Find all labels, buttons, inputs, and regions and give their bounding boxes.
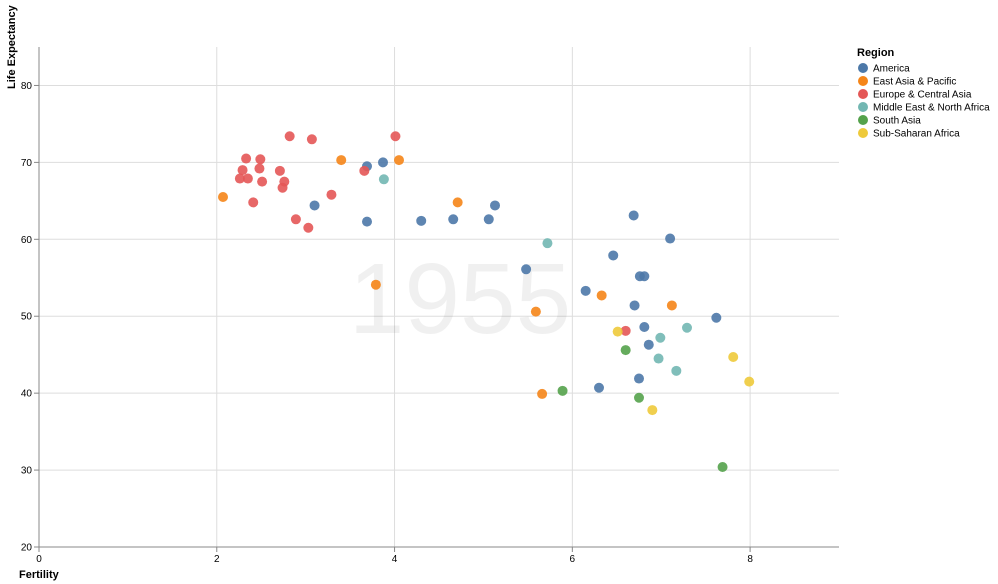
year-watermark: 1955 [349, 243, 571, 355]
legend-symbol [858, 63, 868, 73]
x-axis-title: Fertility [19, 569, 60, 581]
legend-label: Europe & Central Asia [873, 90, 972, 101]
data-point [629, 300, 640, 311]
legend-label: America [873, 64, 910, 75]
data-point [711, 312, 722, 323]
data-point [647, 405, 658, 416]
data-point [390, 131, 401, 142]
data-point [284, 131, 295, 142]
data-point [521, 264, 532, 275]
legend-symbol [858, 76, 868, 86]
data-point [303, 222, 314, 233]
data-point [557, 385, 568, 396]
legend-symbol [858, 115, 868, 125]
data-point [378, 157, 388, 168]
data-point [242, 173, 253, 184]
y-tick-label: 30 [21, 466, 33, 477]
data-point [326, 189, 337, 200]
data-point [378, 174, 389, 185]
data-points [218, 131, 755, 472]
data-point [277, 182, 288, 193]
data-point [728, 352, 739, 362]
data-point [248, 197, 259, 208]
data-point [255, 154, 266, 165]
data-point [359, 165, 370, 176]
data-point [537, 388, 548, 399]
y-tick-label: 20 [21, 543, 33, 554]
legend-symbol [858, 102, 868, 112]
x-tick-label: 0 [36, 554, 42, 565]
data-point [717, 462, 728, 472]
data-point [744, 376, 755, 387]
data-point [628, 210, 639, 221]
data-point [309, 200, 320, 211]
data-point [580, 285, 591, 296]
data-point [639, 322, 650, 332]
legend-label: Sub-Saharan Africa [873, 129, 960, 140]
data-point [448, 214, 459, 225]
data-point [666, 300, 677, 311]
y-tick-label: 50 [21, 312, 33, 323]
axes: 0 2 4 6 8 20 30 40 50 60 70 80 [21, 47, 839, 565]
legend-label: South Asia [873, 116, 921, 127]
data-point [682, 322, 692, 333]
legend-label: East Asia & Pacific [873, 77, 956, 88]
data-point [306, 134, 317, 145]
data-point [655, 332, 666, 343]
x-tick-label: 2 [214, 554, 220, 565]
data-point [452, 197, 463, 208]
data-point [530, 306, 541, 317]
data-point [257, 176, 268, 187]
data-point [620, 345, 631, 356]
data-point [241, 153, 252, 164]
data-point [274, 165, 285, 176]
data-point [634, 373, 644, 384]
y-tick-label: 60 [21, 235, 33, 246]
data-point [336, 155, 347, 166]
y-tick-label: 40 [21, 389, 33, 400]
y-tick-label: 80 [21, 81, 33, 92]
data-point [237, 165, 248, 176]
data-point [639, 271, 650, 282]
legend: Region America East Asia & Pacific Europe … [857, 47, 990, 140]
legend-symbol [858, 128, 868, 138]
data-point [416, 215, 427, 226]
data-point [218, 192, 228, 202]
legend-title: Region [857, 47, 895, 59]
data-point [394, 155, 404, 166]
data-point [234, 173, 245, 184]
legend-symbol [858, 89, 868, 99]
data-point [483, 214, 494, 225]
data-point [290, 214, 301, 225]
data-point [542, 238, 553, 249]
data-point [643, 339, 654, 350]
x-tick-label: 8 [747, 554, 753, 565]
data-point [608, 250, 619, 261]
data-point [634, 392, 644, 403]
data-point [665, 233, 676, 244]
data-point [490, 200, 500, 211]
legend-label: Middle East & North Africa [873, 103, 990, 114]
data-point [653, 353, 664, 364]
data-point [594, 382, 604, 393]
y-tick-label: 70 [21, 158, 33, 169]
data-point [620, 325, 631, 336]
data-point [362, 216, 372, 227]
data-point [612, 326, 623, 337]
x-tick-label: 4 [392, 554, 398, 565]
data-point [370, 279, 381, 290]
data-point [596, 290, 607, 301]
x-tick-label: 6 [570, 554, 576, 565]
data-point [254, 163, 265, 174]
data-point [671, 365, 682, 376]
y-axis-title: Life Expectancy [6, 4, 18, 89]
